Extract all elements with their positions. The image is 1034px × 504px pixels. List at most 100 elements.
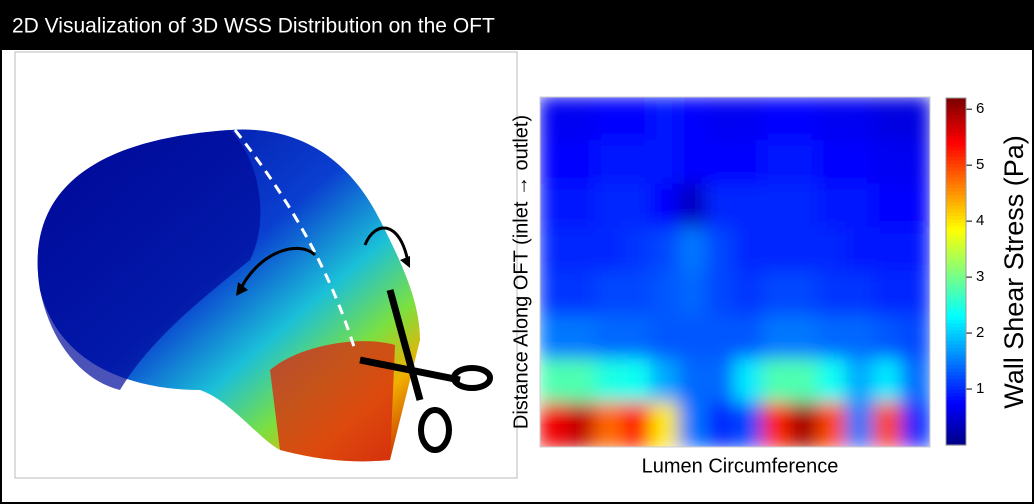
colorbar-step <box>946 167 966 171</box>
heatmap-cell <box>706 96 736 142</box>
figure-canvas: 2D Visualization of 3D WSS Distribution … <box>0 0 1034 504</box>
heatmap-cell <box>845 402 875 448</box>
colorbar-step <box>946 299 966 303</box>
heatmap-cell <box>623 359 653 405</box>
heatmap-cell <box>790 359 820 405</box>
colorbar-step <box>946 278 966 282</box>
figure: 2D Visualization of 3D WSS Distribution … <box>0 0 1034 504</box>
heatmap-cell <box>595 140 625 186</box>
colorbar-tick-label: 6 <box>976 100 984 117</box>
colorbar-step <box>946 261 966 265</box>
heatmap-cell <box>650 271 680 317</box>
heatmap-cells <box>539 96 931 448</box>
heatmap-cell <box>901 359 931 405</box>
heatmap-cell <box>706 271 736 317</box>
heatmap-cell <box>539 184 569 230</box>
colorbar-step <box>946 313 966 317</box>
colorbar-step <box>946 213 966 217</box>
heatmap-cell <box>818 96 848 142</box>
heatmap-cell <box>539 227 569 273</box>
heatmap-cell <box>901 96 931 142</box>
colorbar-step <box>946 369 966 373</box>
heatmap-cell <box>539 96 569 142</box>
heatmap-cell <box>790 140 820 186</box>
colorbar-step <box>946 376 966 380</box>
heatmap-cell <box>706 184 736 230</box>
heatmap-cell <box>567 227 597 273</box>
colorbar-step <box>946 237 966 241</box>
colorbar-step <box>946 348 966 352</box>
heatmap-cell <box>818 184 848 230</box>
colorbar-step <box>946 303 966 307</box>
heatmap-cell <box>539 315 569 361</box>
heatmap-cell <box>706 227 736 273</box>
heatmap-cell <box>845 140 875 186</box>
colorbar-tick-label: 1 <box>976 380 984 397</box>
colorbar-step <box>946 171 966 175</box>
colorbar-step <box>946 98 966 102</box>
heatmap-cell <box>650 315 680 361</box>
heatmap-cell <box>595 359 625 405</box>
heatmap-cell <box>595 184 625 230</box>
heatmap-cell <box>818 227 848 273</box>
heatmap-cell <box>790 184 820 230</box>
colorbar-step <box>946 337 966 341</box>
heatmap-cell <box>818 140 848 186</box>
heatmap-cell <box>734 227 764 273</box>
colorbar-step <box>946 223 966 227</box>
colorbar-step <box>946 181 966 185</box>
colorbar-step <box>946 393 966 397</box>
colorbar-step <box>946 372 966 376</box>
colorbar-step <box>946 105 966 109</box>
heatmap-cell <box>650 96 680 142</box>
heatmap-cell <box>595 227 625 273</box>
heatmap-cell <box>623 271 653 317</box>
title: 2D Visualization of 3D WSS Distribution … <box>12 15 495 38</box>
colorbar-step <box>946 147 966 151</box>
heatmap-cell <box>901 227 931 273</box>
x-axis-label: Lumen Circumference <box>642 455 839 477</box>
heatmap-cell <box>845 96 875 142</box>
colorbar-step <box>946 289 966 293</box>
heatmap-cell <box>734 271 764 317</box>
heatmap-cell <box>734 315 764 361</box>
heatmap-cell <box>901 315 931 361</box>
colorbar-step <box>946 320 966 324</box>
colorbar-step <box>946 431 966 435</box>
heatmap-cell <box>623 402 653 448</box>
colorbar-step <box>946 150 966 154</box>
heatmap-cell <box>790 271 820 317</box>
colorbar-step <box>946 355 966 359</box>
colorbar-step <box>946 414 966 418</box>
colorbar-step <box>946 334 966 338</box>
heatmap-cell <box>734 402 764 448</box>
heatmap-cell <box>678 227 708 273</box>
colorbar-tick-label: 3 <box>976 268 984 285</box>
colorbar-step <box>946 292 966 296</box>
colorbar-step <box>946 115 966 119</box>
colorbar-step <box>946 396 966 400</box>
colorbar-step <box>946 365 966 369</box>
colorbar-step <box>946 407 966 411</box>
heatmap-cell <box>595 315 625 361</box>
colorbar-step <box>946 268 966 272</box>
heatmap-cell <box>706 359 736 405</box>
heatmap-cell <box>678 271 708 317</box>
colorbar-step <box>946 119 966 123</box>
colorbar-step <box>946 195 966 199</box>
heatmap-cell <box>873 271 903 317</box>
colorbar-step <box>946 247 966 251</box>
heatmap-cell <box>539 271 569 317</box>
heatmap-cell <box>567 184 597 230</box>
heatmap-cell <box>845 315 875 361</box>
colorbar-step <box>946 403 966 407</box>
heatmap-cell <box>539 402 569 448</box>
colorbar-step <box>946 272 966 276</box>
colorbar-step <box>946 133 966 137</box>
heatmap-cell <box>623 227 653 273</box>
heatmap-cell <box>734 140 764 186</box>
colorbar-step <box>946 108 966 112</box>
heatmap-cell <box>901 140 931 186</box>
colorbar-step <box>946 421 966 425</box>
colorbar-tick-label: 4 <box>976 212 984 229</box>
